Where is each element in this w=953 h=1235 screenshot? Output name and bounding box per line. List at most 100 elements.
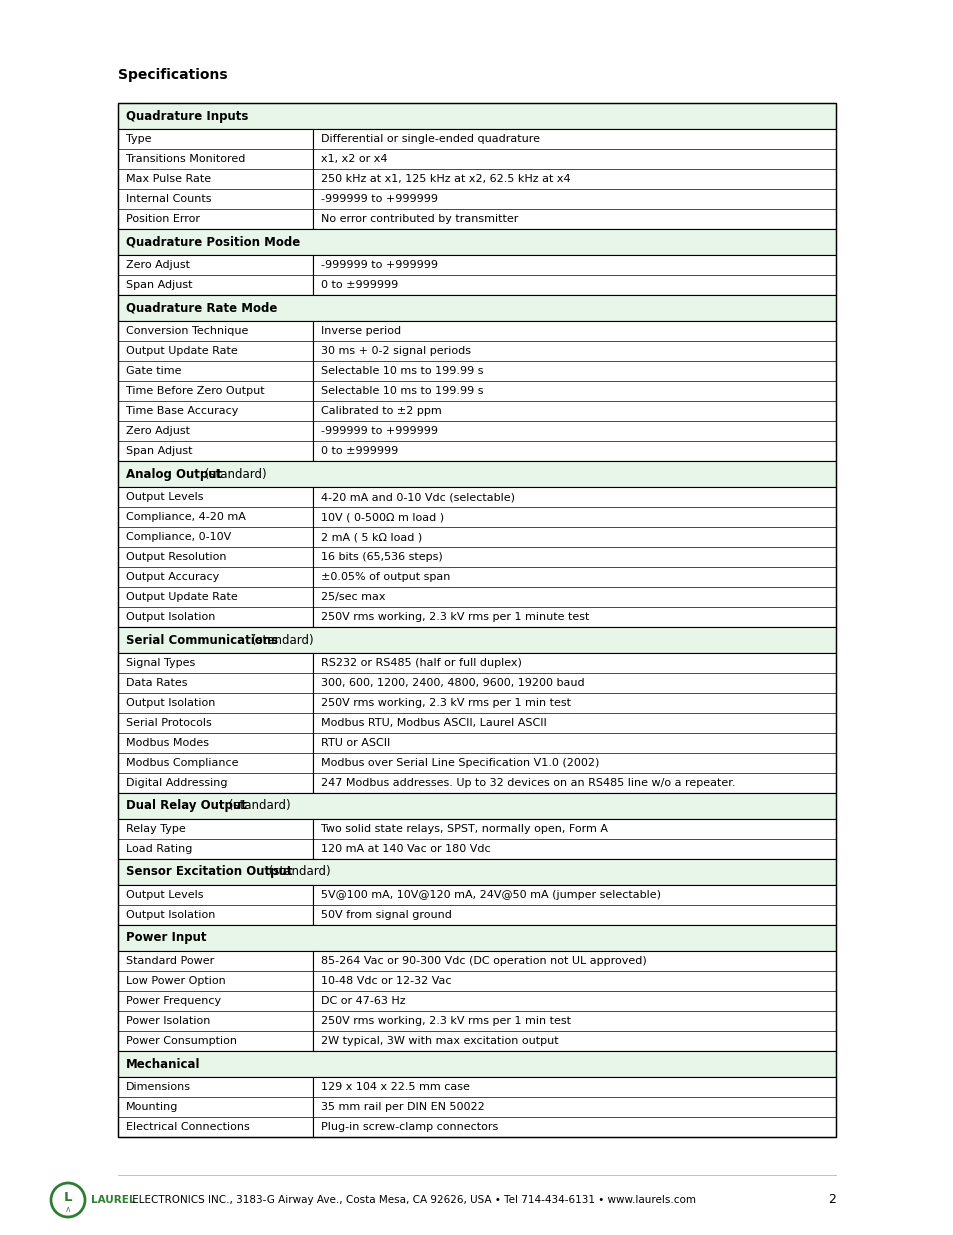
Text: Output Accuracy: Output Accuracy [126,572,219,582]
Text: Modbus RTU, Modbus ASCII, Laurel ASCII: Modbus RTU, Modbus ASCII, Laurel ASCII [320,718,546,727]
Bar [118,228,835,254]
Text: Max Pulse Rate: Max Pulse Rate [126,174,211,184]
Text: Standard Power: Standard Power [126,956,214,966]
Text: 0 to ±999999: 0 to ±999999 [320,280,397,290]
Bar [313,128,835,228]
Text: Sensor Excitation Output: Sensor Excitation Output [126,866,292,878]
Text: Electrical Connections: Electrical Connections [126,1123,250,1132]
Bar [313,254,835,295]
Text: RTU or ASCII: RTU or ASCII [320,739,390,748]
Text: -999999 to +999999: -999999 to +999999 [320,426,437,436]
Text: Power Isolation: Power Isolation [126,1016,211,1026]
Text: 2: 2 [827,1193,835,1207]
Text: Zero Adjust: Zero Adjust [126,426,190,436]
Text: Compliance, 0-10V: Compliance, 0-10V [126,532,231,542]
Bar [313,819,835,860]
Bar [118,860,835,885]
Text: Span Adjust: Span Adjust [126,446,193,456]
Text: Serial Protocols: Serial Protocols [126,718,212,727]
Text: 10V ( 0-500Ω m load ): 10V ( 0-500Ω m load ) [320,513,444,522]
Text: 4-20 mA and 0-10 Vdc (selectable): 4-20 mA and 0-10 Vdc (selectable) [320,492,515,501]
Bar [313,951,835,1051]
Bar [313,1077,835,1137]
Text: Output Levels: Output Levels [126,890,203,900]
Bar [118,819,313,860]
Bar [313,653,835,793]
Text: L: L [64,1192,72,1204]
Text: Internal Counts: Internal Counts [126,194,212,204]
Text: 10-48 Vdc or 12-32 Vac: 10-48 Vdc or 12-32 Vac [320,976,451,986]
Text: Power Frequency: Power Frequency [126,995,221,1007]
Text: Position Error: Position Error [126,214,200,224]
Text: ʌ: ʌ [66,1205,71,1214]
Bar [118,925,835,951]
Text: RS232 or RS485 (half or full duplex): RS232 or RS485 (half or full duplex) [320,658,521,668]
Text: -999999 to +999999: -999999 to +999999 [320,261,437,270]
Bar [118,627,835,653]
Text: 2 mA ( 5 kΩ load ): 2 mA ( 5 kΩ load ) [320,532,422,542]
Text: 250V rms working, 2.3 kV rms per 1 min test: 250V rms working, 2.3 kV rms per 1 min t… [320,698,571,708]
Text: Transitions Monitored: Transitions Monitored [126,154,245,164]
Text: Quadrature Position Mode: Quadrature Position Mode [126,236,300,248]
Text: Output Levels: Output Levels [126,492,203,501]
Text: Output Resolution: Output Resolution [126,552,226,562]
Text: Output Update Rate: Output Update Rate [126,592,237,601]
Text: Low Power Option: Low Power Option [126,976,226,986]
Text: Quadrature Inputs: Quadrature Inputs [126,110,248,122]
Text: 2W typical, 3W with max excitation output: 2W typical, 3W with max excitation outpu… [320,1036,558,1046]
Text: Span Adjust: Span Adjust [126,280,193,290]
Text: Time Base Accuracy: Time Base Accuracy [126,406,238,416]
Text: Power Input: Power Input [126,931,206,945]
Text: No error contributed by transmitter: No error contributed by transmitter [320,214,517,224]
Text: Data Rates: Data Rates [126,678,188,688]
Text: Type: Type [126,135,152,144]
Text: Serial Communications: Serial Communications [126,634,278,646]
Text: -999999 to +999999: -999999 to +999999 [320,194,437,204]
Text: Signal Types: Signal Types [126,658,195,668]
Text: 250 kHz at x1, 125 kHz at x2, 62.5 kHz at x4: 250 kHz at x1, 125 kHz at x2, 62.5 kHz a… [320,174,570,184]
Text: Modbus Modes: Modbus Modes [126,739,209,748]
Text: Load Rating: Load Rating [126,844,193,853]
Bar [118,487,313,627]
Text: Gate time: Gate time [126,366,181,375]
Bar [118,103,835,1137]
Text: Dimensions: Dimensions [126,1082,191,1092]
Bar [313,487,835,627]
Text: (standard): (standard) [248,634,314,646]
Text: Dual Relay Output: Dual Relay Output [126,799,247,813]
Text: Modbus over Serial Line Specification V1.0 (2002): Modbus over Serial Line Specification V1… [320,758,598,768]
Text: (standard): (standard) [265,866,331,878]
Text: Plug-in screw-clamp connectors: Plug-in screw-clamp connectors [320,1123,497,1132]
Text: Modbus Compliance: Modbus Compliance [126,758,238,768]
Text: Analog Output: Analog Output [126,468,222,480]
Bar [118,321,313,461]
Text: Output Isolation: Output Isolation [126,613,215,622]
Text: Mounting: Mounting [126,1102,178,1112]
Bar [118,793,835,819]
Text: (standard): (standard) [201,468,267,480]
Text: ±0.05% of output span: ±0.05% of output span [320,572,450,582]
Text: 30 ms + 0-2 signal periods: 30 ms + 0-2 signal periods [320,346,471,356]
Bar [118,951,313,1051]
Text: DC or 47-63 Hz: DC or 47-63 Hz [320,995,405,1007]
Text: Conversion Technique: Conversion Technique [126,326,248,336]
Text: x1, x2 or x4: x1, x2 or x4 [320,154,387,164]
Text: 129 x 104 x 22.5 mm case: 129 x 104 x 22.5 mm case [320,1082,470,1092]
Text: LAUREL: LAUREL [91,1195,135,1205]
Text: Selectable 10 ms to 199.99 s: Selectable 10 ms to 199.99 s [320,387,483,396]
Text: 25/sec max: 25/sec max [320,592,385,601]
Text: 16 bits (65,536 steps): 16 bits (65,536 steps) [320,552,442,562]
Text: Specifications: Specifications [118,68,228,82]
Bar [313,885,835,925]
Text: Mechanical: Mechanical [126,1057,200,1071]
Bar [118,295,835,321]
Text: 250V rms working, 2.3 kV rms per 1 minute test: 250V rms working, 2.3 kV rms per 1 minut… [320,613,589,622]
Text: Power Consumption: Power Consumption [126,1036,236,1046]
Text: Time Before Zero Output: Time Before Zero Output [126,387,264,396]
Text: Digital Addressing: Digital Addressing [126,778,227,788]
Bar [118,1051,835,1077]
Text: 35 mm rail per DIN EN 50022: 35 mm rail per DIN EN 50022 [320,1102,484,1112]
Text: Two solid state relays, SPST, normally open, Form A: Two solid state relays, SPST, normally o… [320,824,607,834]
Text: Zero Adjust: Zero Adjust [126,261,190,270]
Bar [118,1077,313,1137]
